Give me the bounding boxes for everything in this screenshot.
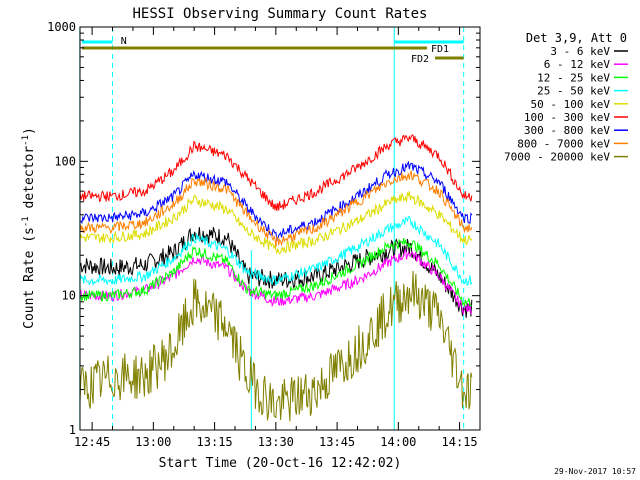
y-axis-label-mid: detector (22, 146, 37, 217)
legend-label-7: 800 - 7000 keV (517, 137, 610, 150)
series-line-3 (79, 215, 473, 287)
timestamp: 29-Nov-2017 10:57 (554, 467, 636, 476)
legend-label-0: 3 - 6 keV (550, 45, 610, 58)
x-tick-label-0: 12:45 (74, 435, 110, 449)
fd2-label: FD2 (411, 54, 429, 65)
series-line-7 (79, 170, 473, 247)
x-tick-label-3: 13:30 (258, 435, 294, 449)
y-axis-label-sup1: -1 (21, 216, 31, 227)
legend-label-8: 7000 - 20000 keV (504, 151, 610, 164)
n-label: N (121, 36, 127, 47)
series-line-2 (79, 238, 473, 308)
series-line-1 (79, 248, 473, 316)
y-axis-label-main: Count Rate (s (22, 227, 37, 329)
y-tick-label-2: 100 (54, 154, 76, 168)
x-axis: 12:45 13:00 13:15 13:30 13:45 14:00 14:15 (74, 27, 478, 449)
plot-frame (79, 26, 481, 431)
y-axis-label-sup2: -1 (21, 135, 31, 146)
x-tick-label-1: 13:00 (135, 435, 171, 449)
x-tick-label-2: 13:15 (197, 435, 233, 449)
legend-label-6: 300 - 800 keV (524, 124, 610, 137)
x-tick-label-5: 14:00 (380, 435, 416, 449)
x-tick-label-4: 13:45 (319, 435, 355, 449)
series-line-5 (79, 134, 473, 212)
legend-label-5: 100 - 300 keV (524, 111, 610, 124)
y-axis-label: Count Rate (s-1 detector-1) (21, 127, 37, 329)
series-line-6 (79, 160, 473, 241)
x-tick-label-6: 14:15 (442, 435, 478, 449)
series-line-8 (79, 270, 473, 422)
legend-title: Det 3,9, Att 0 (526, 31, 627, 45)
chart-title: HESSI Observing Summary Count Rates (132, 6, 427, 22)
legend-label-2: 12 - 25 keV (537, 71, 610, 84)
y-tick-label-1: 10 (62, 289, 76, 303)
y-axis-label-end: ) (22, 127, 37, 135)
series-line-4 (79, 191, 473, 255)
x-axis-label: Start Time (20-Oct-16 12:42:02) (159, 456, 402, 471)
fd1-label: FD1 (431, 44, 449, 55)
legend-label-1: 6 - 12 keV (544, 58, 611, 71)
legend-label-3: 25 - 50 keV (537, 85, 610, 98)
y-tick-label-0: 1 (69, 423, 76, 437)
y-tick-label-3: 1000 (47, 20, 76, 34)
legend-label-4: 50 - 100 keV (531, 98, 611, 111)
y-axis: 1 10 100 1000 (47, 20, 480, 437)
